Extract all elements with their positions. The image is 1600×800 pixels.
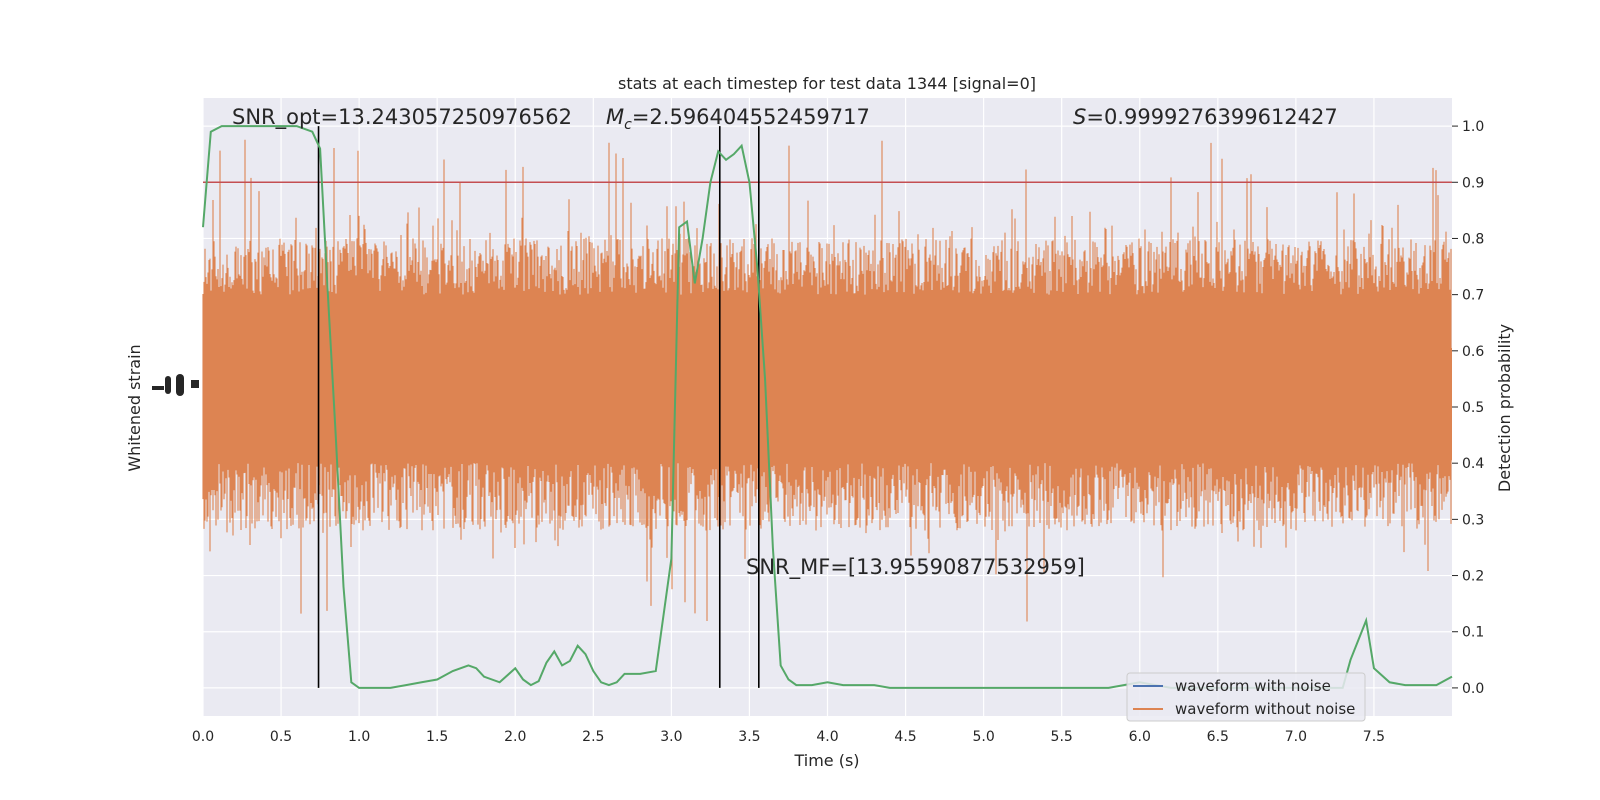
x-tick-label: 4.5 — [894, 729, 916, 745]
chirp-mass-symbol: M — [606, 105, 624, 129]
y-tick-label: 0.4 — [1462, 456, 1484, 472]
y-axis-label-right: Detection probability — [1495, 324, 1514, 492]
x-tick-label: 2.0 — [504, 729, 526, 745]
x-tick-label: 2.5 — [582, 729, 604, 745]
x-tick-label: 5.5 — [1051, 729, 1073, 745]
x-ticks: 0.0 0.5 1.0 1.5 2.0 2.5 3.0 3.5 4.0 4.5 5.0 5.5 6.0 6… — [192, 729, 1385, 745]
y-tick-label: 0.3 — [1462, 512, 1484, 528]
y-axis-label-left: Whitened strain — [125, 344, 144, 471]
y-tick-label: 0.8 — [1462, 231, 1484, 247]
x-tick-label: 0.5 — [270, 729, 292, 745]
chirp-mass-annotation: Mc=2.596404552459717 — [606, 105, 870, 133]
x-tick-label: 6.0 — [1129, 729, 1151, 745]
x-tick-label: 7.5 — [1363, 729, 1385, 745]
chirp-mass-subscript: c — [624, 117, 632, 133]
snr-opt-annotation: SNR_opt=13.243057250976562 — [232, 105, 572, 130]
x-tick-label: 3.5 — [738, 729, 760, 745]
x-tick-label: 7.0 — [1285, 729, 1307, 745]
legend-label-without-noise: waveform without noise — [1175, 700, 1355, 718]
legend: waveform with noise waveform without noi… — [1126, 672, 1366, 722]
y-tick-label: 0.9 — [1462, 175, 1484, 191]
x-tick-label: 1.0 — [348, 729, 370, 745]
chirp-mass-value: =2.596404552459717 — [632, 105, 870, 129]
left-axis-tick-cluster — [152, 374, 199, 396]
y-tick-label: 0.1 — [1462, 625, 1484, 641]
x-axis-label: Time (s) — [793, 751, 859, 770]
y-tick-label: 0.7 — [1462, 288, 1484, 304]
y-tick-label: 0.0 — [1462, 681, 1484, 697]
legend-label-with-noise: waveform with noise — [1175, 677, 1331, 695]
vertical-marker-lines — [317, 126, 760, 688]
score-symbol: S — [1073, 105, 1086, 129]
chart-title: stats at each timestep for test data 134… — [618, 74, 1036, 93]
x-tick-label: 1.5 — [426, 729, 448, 745]
x-tick-label: 0.0 — [192, 729, 214, 745]
x-tick-label: 6.5 — [1207, 729, 1229, 745]
strain-series — [202, 139, 1452, 622]
x-tick-label: 5.0 — [972, 729, 994, 745]
snr-mf-annotation: SNR_MF=[13.95590877532959] — [746, 555, 1085, 580]
y-tick-label: 0.5 — [1462, 400, 1484, 416]
y-tick-label: 0.6 — [1462, 344, 1484, 360]
score-annotation: S=0.9999276399612427 — [1073, 105, 1338, 129]
x-tick-label: 4.0 — [816, 729, 838, 745]
x-tick-label: 3.0 — [660, 729, 682, 745]
y-ticks-right: 0.0 0.1 0.2 0.3 0.4 0.5 0.6 0.7 0.8 0.9 1.0 — [1452, 119, 1484, 697]
score-value: =0.9999276399612427 — [1086, 105, 1337, 129]
y-tick-label: 1.0 — [1462, 119, 1484, 135]
y-tick-label: 0.2 — [1462, 569, 1484, 585]
